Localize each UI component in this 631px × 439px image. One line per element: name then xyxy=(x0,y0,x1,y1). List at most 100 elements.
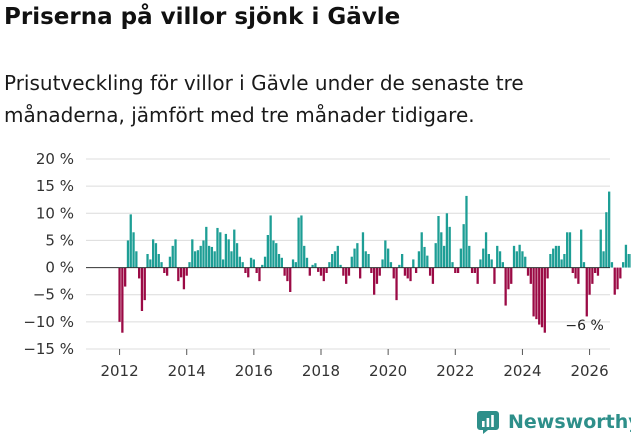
bar xyxy=(392,267,395,279)
bar xyxy=(501,262,504,268)
x-tick-label: 2020 xyxy=(369,362,407,380)
bar xyxy=(605,212,608,268)
bar xyxy=(319,267,323,276)
bar xyxy=(124,267,127,287)
bar xyxy=(373,267,376,295)
bar xyxy=(230,251,233,268)
y-axis-labels: 20 % 15 % 10 % 5 % 0 % −5 % −10 % −15 % xyxy=(23,150,74,358)
bar xyxy=(266,235,269,268)
bar xyxy=(121,267,124,333)
bar xyxy=(339,264,342,268)
bar xyxy=(535,267,538,320)
bar xyxy=(241,262,244,268)
bar xyxy=(596,267,600,276)
bar xyxy=(328,262,331,268)
bar xyxy=(585,267,588,317)
bars xyxy=(118,191,631,333)
bar xyxy=(258,267,261,282)
bar xyxy=(224,233,228,268)
bar xyxy=(249,257,253,268)
y-tick-label: −15 % xyxy=(23,340,74,358)
bar xyxy=(398,264,401,268)
bar xyxy=(476,267,479,284)
bar xyxy=(512,245,516,268)
bar xyxy=(627,254,630,268)
bar xyxy=(350,256,353,268)
bar xyxy=(286,267,289,282)
bar xyxy=(168,256,172,268)
bar xyxy=(580,229,583,268)
newsworthy-logo-icon xyxy=(477,411,499,434)
bar xyxy=(613,267,616,295)
bar xyxy=(434,243,437,268)
bar xyxy=(563,254,566,268)
bar xyxy=(174,239,177,268)
bar xyxy=(582,262,586,268)
y-tick-label: 10 % xyxy=(36,204,74,222)
x-tick-label: 2016 xyxy=(235,362,273,380)
y-tick-label: 5 % xyxy=(45,231,74,249)
bar xyxy=(493,267,496,284)
bar xyxy=(272,240,275,268)
bar xyxy=(261,264,264,268)
bar xyxy=(347,267,351,276)
x-tick-label: 2012 xyxy=(100,362,138,380)
bar xyxy=(387,248,390,268)
bar xyxy=(275,243,278,268)
bar xyxy=(451,262,454,268)
bar xyxy=(400,254,404,268)
x-tick-label: 2024 xyxy=(503,362,541,380)
bar xyxy=(367,254,370,268)
bar xyxy=(409,267,412,282)
bar xyxy=(577,267,580,284)
bar xyxy=(437,216,440,268)
bar xyxy=(359,267,362,279)
bar xyxy=(440,232,443,268)
bar xyxy=(163,267,166,273)
bar xyxy=(207,245,211,268)
bar xyxy=(610,262,614,268)
bar xyxy=(560,259,563,268)
bar xyxy=(244,267,247,273)
bar xyxy=(479,259,482,268)
bar xyxy=(412,259,415,268)
bar xyxy=(305,257,309,268)
bar xyxy=(333,251,337,268)
bar xyxy=(219,232,222,268)
bar xyxy=(202,240,205,268)
bar xyxy=(336,245,339,268)
bar xyxy=(498,251,502,268)
bar xyxy=(529,267,532,284)
bar xyxy=(470,267,474,273)
bar xyxy=(482,248,485,268)
bar xyxy=(303,245,306,268)
bar xyxy=(199,245,202,268)
bar xyxy=(294,262,297,268)
bar xyxy=(322,267,325,282)
bar xyxy=(543,267,546,333)
bar xyxy=(524,256,527,268)
bar xyxy=(431,267,435,284)
chart-title: Priserna på villor sjönk i Gävle xyxy=(4,4,401,30)
y-tick-label: 20 % xyxy=(36,150,74,168)
bar xyxy=(546,267,549,279)
bar xyxy=(588,267,591,295)
bar xyxy=(118,267,121,322)
bar xyxy=(185,267,188,276)
bar xyxy=(574,267,577,279)
x-tick-label: 2018 xyxy=(302,362,340,380)
bar xyxy=(454,267,457,273)
bar xyxy=(624,244,628,268)
bar xyxy=(549,254,552,268)
bar xyxy=(138,267,141,279)
bar xyxy=(496,245,499,268)
bar xyxy=(426,255,429,268)
bar xyxy=(154,243,158,268)
y-tick-label: −5 % xyxy=(33,286,74,304)
bar xyxy=(132,232,135,268)
bar xyxy=(468,245,471,268)
bar xyxy=(157,254,160,268)
bar xyxy=(417,251,421,268)
bar xyxy=(532,267,535,317)
